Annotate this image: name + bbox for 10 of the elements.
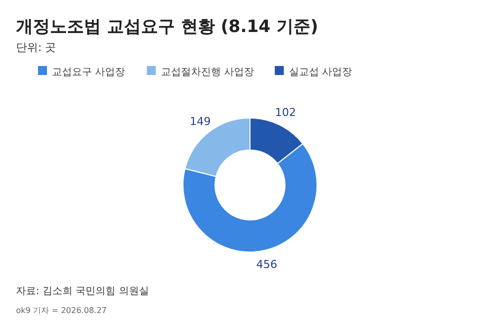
chart-subtitle: 단위: 곳 xyxy=(16,41,56,54)
legend-label: 교섭요구 사업장 xyxy=(52,67,126,78)
legend-label: 실교섭 사업장 xyxy=(288,67,352,78)
data-label: 102 xyxy=(274,106,296,120)
legend-label: 교섭절차진행 사업장 xyxy=(160,67,254,78)
data-label: 149 xyxy=(190,115,211,128)
text: 자료: 김소희 국민의힘 의원실 xyxy=(16,286,149,297)
text: ok9 기자 = 2026.08.27 xyxy=(16,306,107,315)
chart-title: 개정노조법 교섭요구 현황 (8.14 기준) xyxy=(16,17,318,37)
data-label: 456 xyxy=(256,258,278,272)
